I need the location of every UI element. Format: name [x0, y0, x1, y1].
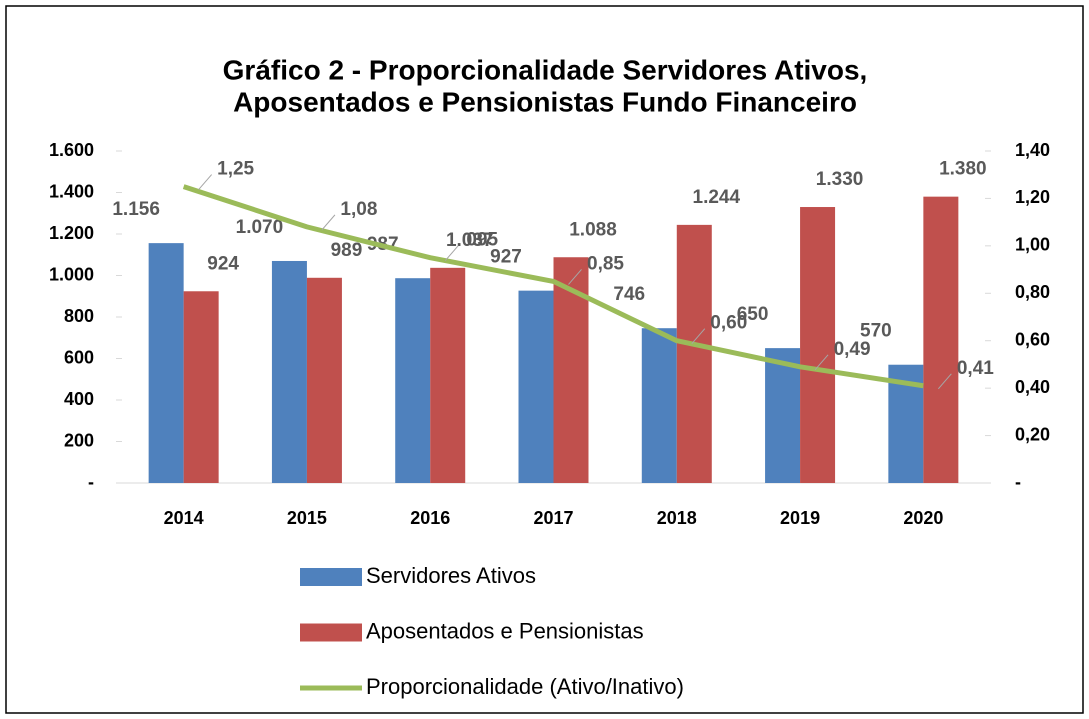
- data-label: 1.088: [569, 219, 617, 240]
- y-tick-label: 1.600: [49, 140, 94, 160]
- data-label: 924: [207, 253, 239, 274]
- bar: [183, 291, 219, 483]
- x-tick-label: 2015: [287, 508, 327, 528]
- y-tick-label: 600: [64, 347, 94, 367]
- legend-swatch: [300, 568, 362, 586]
- data-label: 570: [860, 321, 892, 342]
- data-label: 650: [737, 304, 769, 325]
- leader-line: [444, 245, 459, 262]
- x-tick-label: 2014: [164, 508, 204, 528]
- y2-tick-label: -: [1015, 472, 1021, 492]
- bar: [148, 243, 184, 483]
- y2-tick-label: 0,60: [1015, 329, 1050, 349]
- data-label: 1,25: [217, 159, 254, 180]
- data-label: 1.070: [236, 217, 284, 238]
- y2-tick-label: 1,40: [1015, 140, 1050, 160]
- y2-tick-label: 1,20: [1015, 187, 1050, 207]
- y-tick-label: 200: [64, 430, 94, 450]
- y-tick-label: 1.400: [49, 181, 94, 201]
- bar: [676, 224, 712, 483]
- data-label: 0,41: [957, 358, 994, 379]
- data-label: 989: [331, 240, 363, 261]
- leader-line: [568, 269, 582, 285]
- x-tick-label: 2019: [780, 508, 820, 528]
- chart-title: Gráfico 2 - Proporcionalidade Servidores…: [223, 54, 868, 85]
- data-label: 1.244: [693, 187, 741, 208]
- leader-line: [691, 328, 706, 345]
- bar: [306, 277, 342, 483]
- bar: [430, 267, 466, 483]
- chart-title: Aposentados e Pensionistas Fundo Finance…: [233, 86, 857, 117]
- y-tick-label: 800: [64, 306, 94, 326]
- legend-label: Aposentados e Pensionistas: [366, 618, 644, 643]
- bar: [395, 278, 431, 483]
- line: [182, 184, 924, 389]
- y-tick-label: 400: [64, 389, 94, 409]
- x-tick-label: 2017: [533, 508, 573, 528]
- bar: [923, 196, 959, 483]
- data-label: 1.156: [112, 199, 160, 220]
- leader-line: [937, 373, 952, 390]
- data-label: 1.380: [939, 159, 987, 180]
- x-tick-label: 2018: [657, 508, 697, 528]
- y2-tick-label: 0,80: [1015, 282, 1050, 302]
- data-label: 0,85: [587, 253, 624, 274]
- data-label: 0,60: [710, 313, 747, 334]
- data-label: 1,08: [340, 199, 377, 220]
- leader-line: [814, 354, 829, 371]
- data-label: 095: [466, 230, 498, 251]
- data-label: 0,49: [834, 339, 871, 360]
- y2-tick-label: 0,40: [1015, 377, 1050, 397]
- legend-label: Servidores Ativos: [366, 563, 536, 588]
- bar: [765, 348, 801, 483]
- y-tick-label: -: [88, 472, 94, 492]
- data-label: 927: [490, 247, 522, 268]
- data-label: 1.330: [816, 169, 864, 190]
- bar: [518, 290, 554, 483]
- legend-swatch: [300, 623, 362, 642]
- bar: [271, 260, 307, 483]
- leader-line: [321, 214, 336, 231]
- leader-line: [198, 174, 213, 190]
- y2-tick-label: 0,20: [1015, 424, 1050, 444]
- y-tick-label: 1.000: [49, 264, 94, 284]
- x-tick-label: 2016: [410, 508, 450, 528]
- y2-tick-label: 1,00: [1015, 235, 1050, 255]
- y-tick-label: 1.200: [49, 223, 94, 243]
- legend-label: Proporcionalidade (Ativo/Inativo): [366, 674, 684, 699]
- bar: [641, 328, 677, 483]
- bar: [800, 207, 836, 483]
- x-tick-label: 2020: [903, 508, 943, 528]
- data-label: 746: [613, 284, 645, 305]
